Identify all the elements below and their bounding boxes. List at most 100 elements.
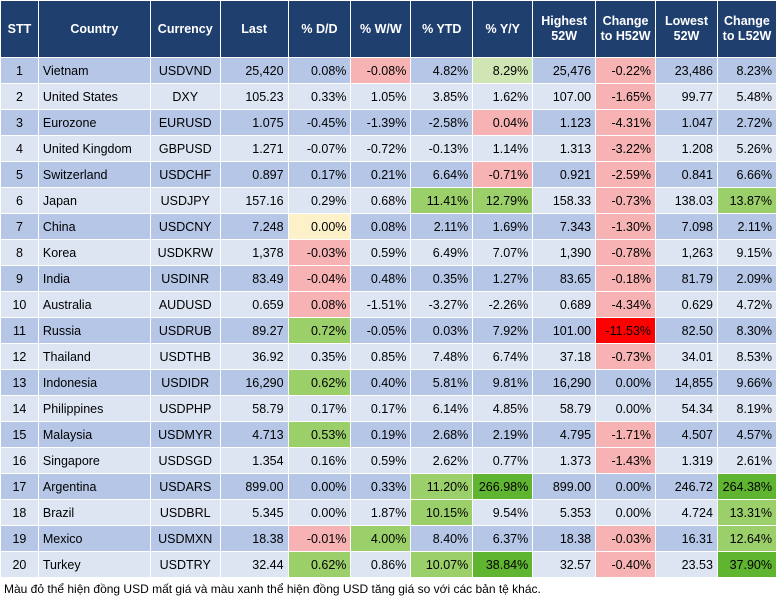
lowest-52w-cell: 16.31 [655, 525, 718, 552]
change-to-h52w-cell: -0.40% [595, 551, 657, 578]
currency-cell: USDCNY [149, 213, 221, 240]
yy-change-cell: 6.37% [472, 525, 534, 552]
lowest-52w-cell: 23.53 [655, 551, 718, 578]
change-to-l52w-cell: 5.48% [716, 83, 777, 110]
yy-change-cell: 2.19% [472, 421, 534, 448]
change-to-h52w-cell: 0.00% [595, 395, 657, 422]
table-row: 18 Brazil USDBRL 5.345 0.00% 1.87% 10.15% 9.54%… [0, 499, 777, 526]
highest-52w-cell: 107.00 [532, 83, 597, 110]
row-number: 8 [0, 239, 39, 266]
change-to-h52w-cell: 0.00% [595, 369, 657, 396]
highest-52w-cell: 37.18 [532, 343, 597, 370]
currency-cell: USDARS [149, 473, 221, 500]
highest-52w-cell: 7.343 [532, 213, 597, 240]
column-header: Currency [149, 0, 221, 58]
country-cell: Philippines [37, 395, 151, 422]
ww-change-cell: -1.39% [350, 109, 412, 136]
ytd-change-cell: -3.27% [410, 291, 474, 318]
dd-change-cell: 0.53% [287, 421, 352, 448]
row-number: 20 [0, 551, 39, 578]
row-number: 2 [0, 83, 39, 110]
yy-change-cell: 12.79% [472, 187, 534, 214]
change-to-l52w-cell: 12.64% [716, 525, 777, 552]
change-to-l52w-cell: 4.72% [716, 291, 777, 318]
dd-change-cell: 0.17% [287, 395, 352, 422]
lowest-52w-cell: 23,486 [655, 57, 718, 84]
ww-change-cell: 0.48% [350, 265, 412, 292]
yy-change-cell: 9.54% [472, 499, 534, 526]
table-row: 2 United States DXY 105.23 0.33% 1.05% 3.85% 1.… [0, 83, 777, 110]
currency-cell: USDCHF [149, 161, 221, 188]
ytd-change-cell: -0.13% [410, 135, 474, 162]
ytd-change-cell: 6.49% [410, 239, 474, 266]
last-cell: 18.38 [219, 525, 289, 552]
ww-change-cell: 0.21% [350, 161, 412, 188]
change-to-l52w-cell: 9.15% [716, 239, 777, 266]
last-cell: 1.075 [219, 109, 289, 136]
yy-change-cell: 0.04% [472, 109, 534, 136]
yy-change-cell: 8.29% [472, 57, 534, 84]
change-to-l52w-cell: 6.66% [716, 161, 777, 188]
currency-cell: GBPUSD [149, 135, 221, 162]
column-header: Last [219, 0, 289, 58]
column-header: Change to L52W [716, 0, 777, 58]
lowest-52w-cell: 138.03 [655, 187, 718, 214]
yy-change-cell: 38.84% [472, 551, 534, 578]
yy-change-cell: -2.26% [472, 291, 534, 318]
last-cell: 0.659 [219, 291, 289, 318]
change-to-h52w-cell: -1.71% [595, 421, 657, 448]
row-number: 4 [0, 135, 39, 162]
dd-change-cell: 0.35% [287, 343, 352, 370]
highest-52w-cell: 1.123 [532, 109, 597, 136]
country-cell: China [37, 213, 151, 240]
highest-52w-cell: 16,290 [532, 369, 597, 396]
highest-52w-cell: 1,390 [532, 239, 597, 266]
row-number: 9 [0, 265, 39, 292]
change-to-h52w-cell: -0.03% [595, 525, 657, 552]
ww-change-cell: 0.86% [350, 551, 412, 578]
table-row: 9 India USDINR 83.49 -0.04% 0.48% 0.35% 1.27% 83… [0, 265, 777, 292]
dd-change-cell: 0.62% [287, 551, 352, 578]
column-header: Highest 52W [532, 0, 597, 58]
lowest-52w-cell: 4.724 [655, 499, 718, 526]
country-cell: United Kingdom [37, 135, 151, 162]
lowest-52w-cell: 99.77 [655, 83, 718, 110]
last-cell: 4.713 [219, 421, 289, 448]
change-to-h52w-cell: 0.00% [595, 473, 657, 500]
last-cell: 58.79 [219, 395, 289, 422]
highest-52w-cell: 899.00 [532, 473, 597, 500]
table-row: 19 Mexico USDMXN 18.38 -0.01% 4.00% 8.40% 6.37%… [0, 525, 777, 552]
row-number: 15 [0, 421, 39, 448]
change-to-l52w-cell: 2.09% [716, 265, 777, 292]
last-cell: 7.248 [219, 213, 289, 240]
table-row: 1 Vietnam USDVND 25,420 0.08% -0.08% 4.82% 8.29… [0, 57, 777, 84]
dd-change-cell: 0.00% [287, 499, 352, 526]
country-cell: Brazil [37, 499, 151, 526]
change-to-h52w-cell: -3.22% [595, 135, 657, 162]
lowest-52w-cell: 0.629 [655, 291, 718, 318]
table-row: 13 Indonesia USDIDR 16,290 0.62% 0.40% 5.81% 9.… [0, 369, 777, 396]
row-number: 7 [0, 213, 39, 240]
dd-change-cell: 0.62% [287, 369, 352, 396]
last-cell: 25,420 [219, 57, 289, 84]
country-cell: Thailand [37, 343, 151, 370]
yy-change-cell: 266.98% [472, 473, 534, 500]
row-number: 3 [0, 109, 39, 136]
yy-change-cell: 1.69% [472, 213, 534, 240]
change-to-l52w-cell: 8.23% [716, 57, 777, 84]
highest-52w-cell: 158.33 [532, 187, 597, 214]
column-header: Lowest 52W [655, 0, 718, 58]
dd-change-cell: 0.00% [287, 213, 352, 240]
table-row: 7 China USDCNY 7.248 0.00% 0.08% 2.11% 1.69% 7.3… [0, 213, 777, 240]
country-cell: Australia [37, 291, 151, 318]
table-row: 4 United Kingdom GBPUSD 1.271 -0.07% -0.72% -0… [0, 135, 777, 162]
ww-change-cell: 0.19% [350, 421, 412, 448]
highest-52w-cell: 4.795 [532, 421, 597, 448]
last-cell: 5.345 [219, 499, 289, 526]
ytd-change-cell: 6.64% [410, 161, 474, 188]
last-cell: 36.92 [219, 343, 289, 370]
country-cell: Korea [37, 239, 151, 266]
highest-52w-cell: 0.921 [532, 161, 597, 188]
lowest-52w-cell: 54.34 [655, 395, 718, 422]
row-number: 12 [0, 343, 39, 370]
